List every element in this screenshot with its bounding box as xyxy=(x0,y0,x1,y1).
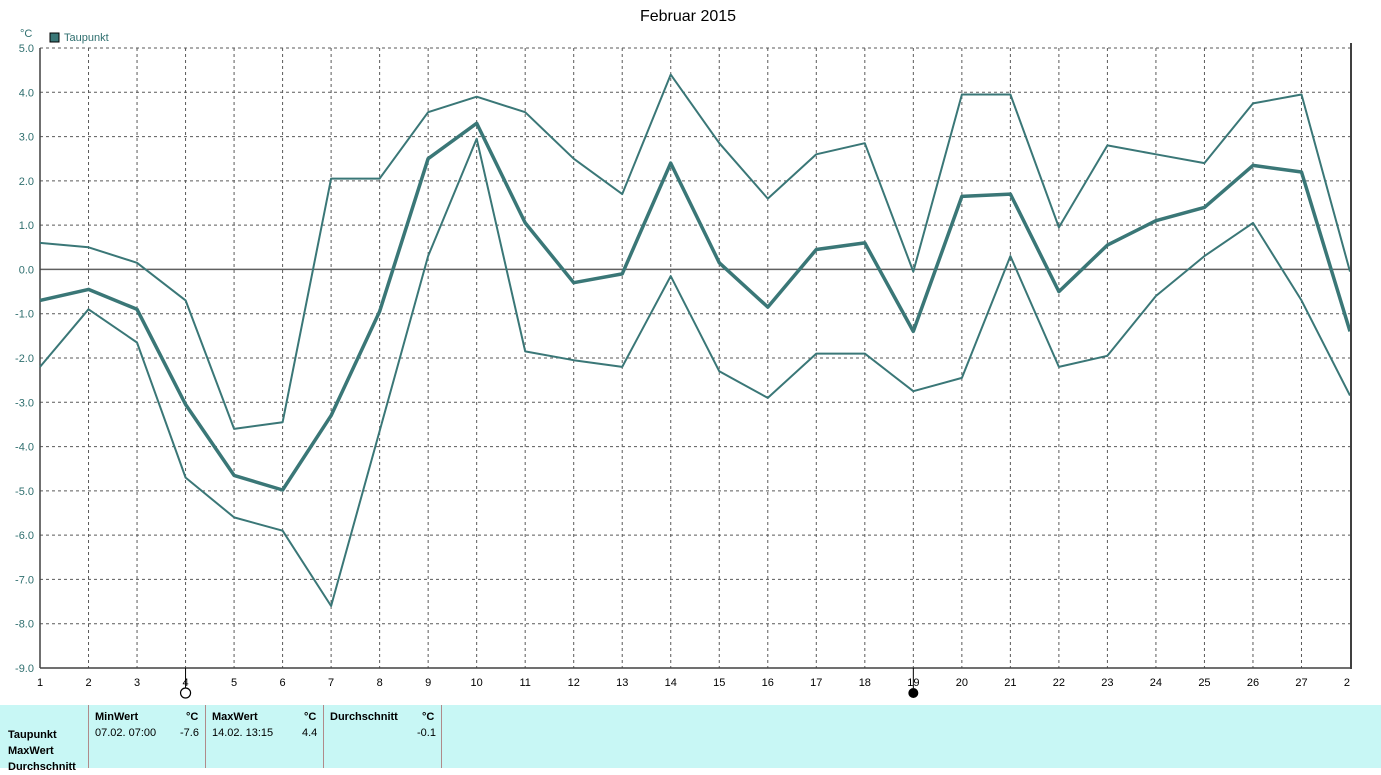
y-tick-label: 5.0 xyxy=(19,43,34,55)
y-tick-label: 1.0 xyxy=(19,220,34,232)
x-tick-label: 1 xyxy=(37,677,43,689)
avg-column: Durchschnitt °C -0.1 xyxy=(323,705,442,768)
x-tick-label: 12 xyxy=(568,677,580,689)
x-tick-label: 15 xyxy=(713,677,725,689)
legend-swatch xyxy=(49,32,60,43)
avg-value: -0.1 xyxy=(417,727,436,739)
grid xyxy=(39,47,1350,669)
x-tick-label: 24 xyxy=(1150,677,1162,689)
avg-header: Durchschnitt xyxy=(330,711,398,723)
x-tick-label: 5 xyxy=(231,677,237,689)
x-tick-label: 9 xyxy=(425,677,431,689)
x-tick-label: 10 xyxy=(471,677,483,689)
x-tick-label: 26 xyxy=(1247,677,1259,689)
x-tick-label: 18 xyxy=(859,677,871,689)
y-tick-label: -9.0 xyxy=(15,663,34,675)
y-tick-label: -7.0 xyxy=(15,574,34,586)
max-day-marker xyxy=(908,688,919,698)
x-tick-label: 21 xyxy=(1004,677,1016,689)
x-tick-label: 3 xyxy=(134,677,140,689)
x-tick-label: 11 xyxy=(519,677,530,689)
y-tick-label: -5.0 xyxy=(15,486,34,498)
y-tick-label: 0.0 xyxy=(19,264,34,276)
day-markers xyxy=(179,668,919,699)
x-tick-label: 17 xyxy=(810,677,822,689)
max-header: MaxWert xyxy=(212,711,258,723)
series-line-min xyxy=(39,137,1351,607)
y-tick-label: 3.0 xyxy=(19,132,34,144)
x-tick-label: 20 xyxy=(956,677,968,689)
y-axis-label: °C xyxy=(20,28,32,40)
max-unit: °C xyxy=(304,711,317,723)
x-tick-label: 13 xyxy=(616,677,628,689)
min-datetime: 07.02. 07:00 xyxy=(95,727,157,739)
y-tick-label: 4.0 xyxy=(19,87,34,99)
chart-area: Februar 2015 °C Taupunkt 5.0 4.0 3.0 2.0 1.0… xyxy=(15,8,1356,699)
right-margin xyxy=(1350,43,1381,705)
y-tick-label: -4.0 xyxy=(15,442,34,454)
legend-label: Taupunkt xyxy=(64,32,109,44)
min-header: MinWert xyxy=(95,711,139,723)
x-tick-label: 8 xyxy=(377,677,383,689)
y-tick-label: -2.0 xyxy=(15,353,34,365)
x-tick-label: 7 xyxy=(328,677,334,689)
x-tick-label: 14 xyxy=(665,677,677,689)
x-tick-label: 23 xyxy=(1101,677,1113,689)
x-tick-label: 16 xyxy=(762,677,774,689)
series-lines xyxy=(39,73,1352,607)
row-label-taupunkt: Taupunkt xyxy=(8,729,57,741)
statistics-panel: Taupunkt MaxWert Durchschnitt MinWert °C… xyxy=(0,705,1381,773)
row-label-maxwert: MaxWert xyxy=(8,745,54,757)
min-day-marker xyxy=(179,687,192,699)
y-tick-label: -1.0 xyxy=(15,309,34,321)
x-tick-label: 6 xyxy=(280,677,286,689)
x-tick-label: 27 xyxy=(1295,677,1307,689)
x-tick-labels: 1234567891011121314151617181920212223242… xyxy=(37,677,1356,689)
series-line-max xyxy=(39,73,1351,430)
x-tick-label: 22 xyxy=(1053,677,1065,689)
chart-title: Februar 2015 xyxy=(640,8,736,25)
plot-right-border xyxy=(1350,43,1352,669)
avg-unit: °C xyxy=(422,711,435,723)
max-datetime: 14.02. 13:15 xyxy=(212,727,274,739)
x-tick-label: 2 xyxy=(85,677,91,689)
max-value: 4.4 xyxy=(302,727,318,739)
series-line-mean xyxy=(39,121,1352,492)
y-tick-label: 2.0 xyxy=(19,176,34,188)
y-tick-label: -6.0 xyxy=(15,530,34,542)
min-column: MinWert °C 07.02. 07:00 -7.6 xyxy=(88,705,206,768)
min-unit: °C xyxy=(186,711,199,723)
y-tick-label: -3.0 xyxy=(15,397,34,409)
max-column: MaxWert °C 14.02. 13:15 4.4 xyxy=(205,705,324,768)
y-tick-labels: 5.0 4.0 3.0 2.0 1.0 0.0 -1.0 -2.0 -3.0 -4.0 -5.0 -6… xyxy=(15,43,34,675)
y-tick-label: -8.0 xyxy=(15,619,34,631)
x-tick-label: 25 xyxy=(1198,677,1210,689)
row-label-durchschnitt: Durchschnitt xyxy=(8,761,76,773)
min-value: -7.6 xyxy=(180,727,199,739)
